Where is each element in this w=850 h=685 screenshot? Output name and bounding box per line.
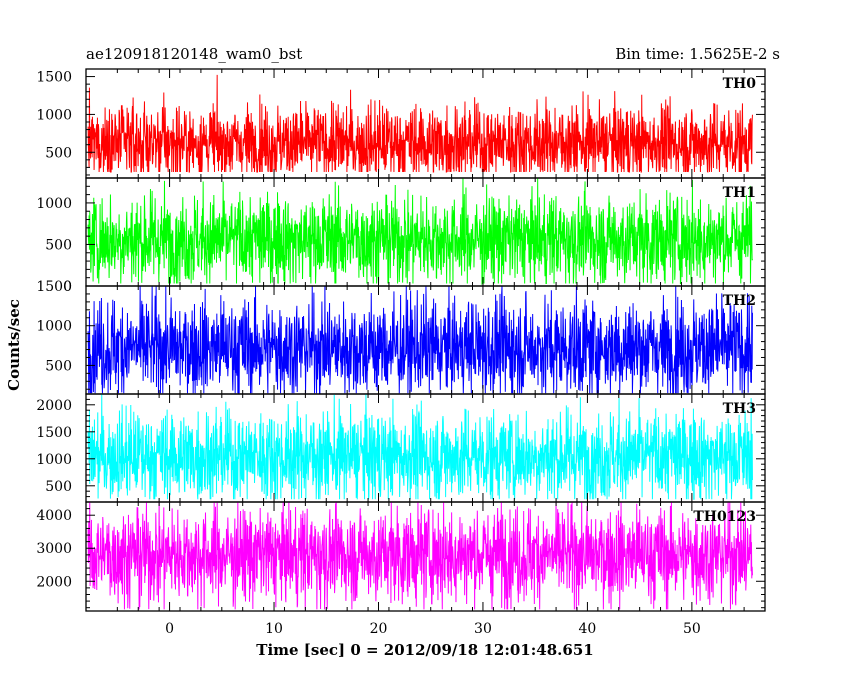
y-tick-label: 0 [63, 279, 72, 295]
panel-th0123: 2000 3000 4000 TH0123 [36, 501, 766, 612]
y-tick-label: 1500 [36, 279, 72, 295]
y-tick-label: 500 [45, 237, 72, 253]
y-tick-label: 3000 [36, 541, 72, 557]
y-axis-label: Counts/sec [5, 299, 23, 391]
panel-th2: 500 1000 1500 TH2 [36, 279, 766, 395]
y-tick-label: 1500 [36, 425, 72, 441]
y-tick-label: 1000 [36, 196, 72, 212]
plot-title-left: ae120918120148_wam0_bst [86, 45, 302, 63]
y-tick-label: 500 [45, 479, 72, 495]
plot-title-right: Bin time: 1.5625E-2 s [615, 45, 780, 63]
y-tick-label: 1000 [36, 107, 72, 123]
x-tick-label: 30 [474, 621, 492, 637]
panel-th3: 500 1000 1500 2000 TH3 [36, 393, 766, 503]
series-th2 [87, 286, 753, 394]
panel-label: TH0123 [693, 509, 756, 525]
y-tick-label: 1000 [36, 319, 72, 335]
panel-th0: 500 1000 1500 TH0 [36, 68, 766, 179]
panel-label: TH2 [723, 293, 756, 309]
x-tick-label: 10 [265, 621, 283, 637]
panel-th1: 0 500 1000 TH1 [36, 177, 766, 295]
y-tick-label: 2000 [36, 574, 72, 590]
y-tick-label: 1000 [36, 452, 72, 468]
x-tick-label: 40 [579, 621, 597, 637]
series-th3 [87, 394, 753, 500]
panel-frame [85, 501, 766, 612]
panel-label: TH3 [723, 401, 756, 417]
x-axis-label: Time [sec] 0 = 2012/09/18 12:01:48.651 [256, 641, 593, 659]
series-th0 [87, 74, 753, 173]
y-tick-label: 4000 [36, 508, 72, 524]
x-tick-label: 0 [165, 621, 174, 637]
panel-label: TH0 [723, 76, 757, 92]
x-tick-label: 20 [370, 621, 388, 637]
y-tick-label: 2000 [36, 398, 72, 414]
panel-label: TH1 [723, 185, 756, 201]
series-th0123 [87, 502, 753, 610]
series-th1 [87, 178, 753, 286]
y-tick-label: 1500 [36, 70, 72, 86]
y-tick-label: 500 [45, 358, 72, 374]
x-tick-label: 50 [683, 621, 701, 637]
y-tick-label: 500 [45, 145, 72, 161]
